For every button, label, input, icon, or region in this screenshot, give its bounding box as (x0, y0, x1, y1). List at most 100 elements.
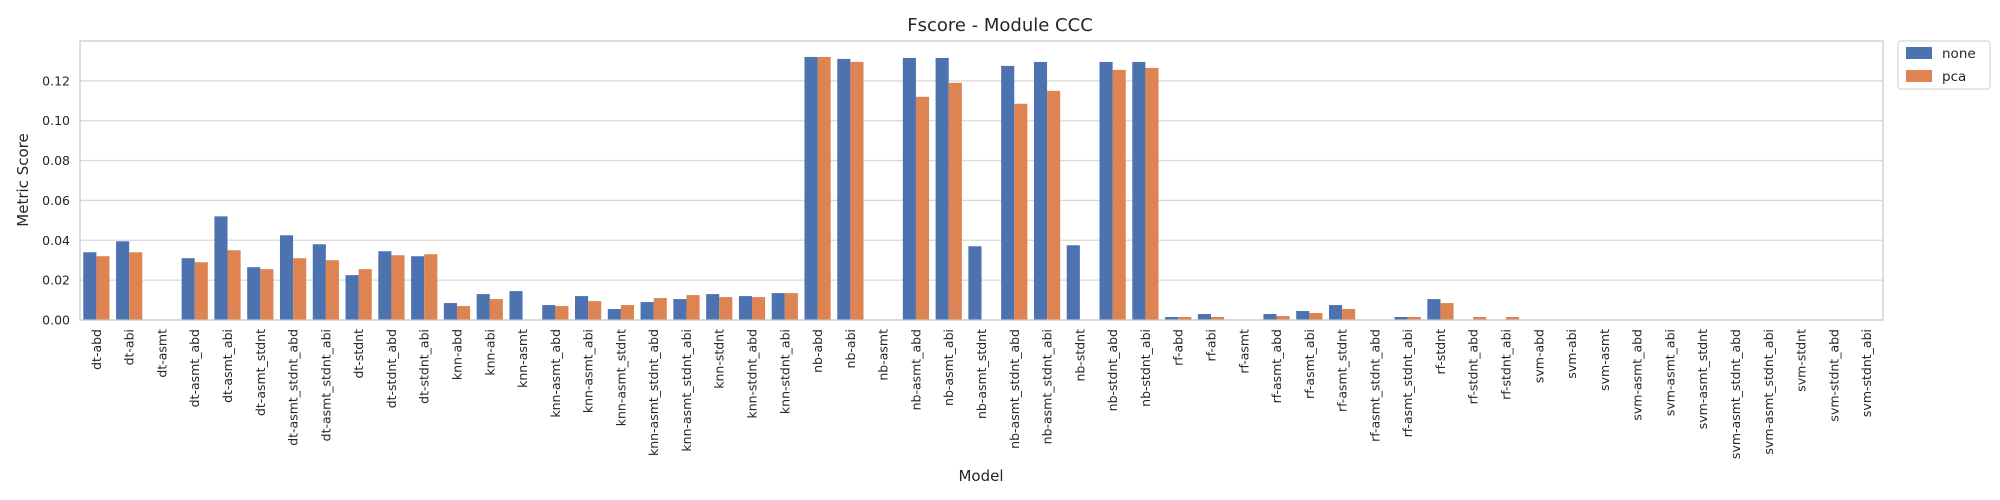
bar-none-knn-stdnt_abi (771, 293, 785, 320)
x-tick-label: rf-asmt_stdnt_abd (1367, 329, 1382, 442)
bar-pca-dt-asmt_abi (227, 250, 241, 320)
legend-swatch-none (1906, 47, 1932, 59)
x-tick-label: nb-abd (810, 329, 825, 373)
x-tick-label: svm-abi (1564, 329, 1579, 379)
x-tick-label: nb-asmt (876, 329, 891, 381)
x-tick-label: svm-asmt_stdnt_abd (1728, 329, 1743, 459)
x-tick-label: nb-stdnt_abd (1105, 329, 1120, 411)
bar-none-rf-asmt_stdnt_abi (1394, 317, 1408, 320)
bar-none-nb-stdnt (1066, 245, 1080, 320)
x-tick-label: dt-abi (122, 329, 137, 365)
bar-pca-nb-asmt_abd (915, 96, 930, 320)
x-tick-label: svm-asmt_abi (1662, 329, 1677, 416)
bar-none-rf-asmt_abd (1263, 314, 1277, 320)
x-tick-label: svm-asmt_stdnt (1695, 329, 1710, 429)
bar-pca-nb-asmt_stdnt_abd (1014, 103, 1028, 321)
bar-pca-dt-asmt_stdnt (260, 269, 274, 320)
bar-none-rf-stdnt (1427, 299, 1441, 320)
bar-none-dt-abi (116, 241, 130, 320)
y-tick-label: 0.00 (42, 313, 70, 328)
bar-pca-rf-asmt_stdnt (1342, 309, 1356, 320)
bar-none-knn-abi (476, 294, 490, 320)
x-tick-label: rf-abd (1171, 329, 1186, 366)
x-tick-label: svm-asmt_stdnt_abi (1761, 329, 1776, 455)
legend-label-pca: pca (1942, 69, 1966, 85)
x-tick-label: nb-asmt_stdnt_abd (1007, 329, 1022, 449)
x-tick-label: rf-stdnt_abd (1466, 329, 1481, 404)
bar-none-knn-asmt_stdnt_abi (673, 299, 687, 320)
x-tick-label: svm-stdnt_abi (1859, 329, 1874, 417)
x-tick-label: knn-abd (449, 329, 464, 380)
bar-pca-knn-abd (456, 306, 471, 320)
bar-none-dt-stdnt_abd (378, 251, 392, 320)
bar-none-knn-asmt_abi (575, 296, 589, 320)
x-axis-label: Model (958, 467, 1003, 485)
x-tick-label: dt-stdnt (351, 329, 366, 379)
x-tick-label: rf-asmt_abd (1269, 329, 1284, 403)
bar-none-nb-asmt_abd (902, 57, 916, 321)
x-tick-label: dt-stdnt_abd (384, 329, 399, 408)
bar-pca-nb-stdnt_abi (1145, 67, 1159, 321)
bar-pca-rf-asmt_abi (1309, 313, 1323, 320)
bar-pca-knn-stdnt (719, 297, 733, 320)
bar-pca-nb-asmt_stdnt_abi (1047, 90, 1061, 320)
x-tick-label: nb-asmt_abi (941, 329, 956, 406)
bar-pca-rf-stdnt (1440, 303, 1454, 320)
x-tick-label: knn-abi (482, 329, 497, 376)
bar-none-dt-asmt_stdnt_abi (312, 244, 326, 320)
x-tick-label: nb-stdnt (1072, 329, 1087, 382)
bar-pca-knn-stdnt_abi (784, 293, 798, 320)
bar-pca-nb-abi (850, 61, 864, 321)
bar-pca-rf-asmt_stdnt_abi (1407, 317, 1421, 320)
bar-pca-dt-asmt_abd (194, 262, 208, 320)
x-tick-label: svm-asmt (1597, 329, 1612, 391)
y-tick-label: 0.08 (42, 153, 70, 168)
bar-pca-nb-abd (817, 56, 831, 320)
bar-pca-dt-asmt_stdnt_abd (293, 258, 307, 320)
bar-pca-dt-stdnt_abd (391, 255, 405, 320)
bar-pca-dt-asmt_stdnt_abi (325, 260, 339, 320)
bar-pca-rf-stdnt_abi (1506, 317, 1520, 320)
x-tick-label: nb-abi (843, 329, 858, 368)
bar-pca-rf-abd (1178, 317, 1192, 320)
y-tick-label: 0.04 (42, 233, 70, 248)
x-tick-label: svm-abd (1531, 329, 1546, 383)
bar-none-knn-asmt_stdnt_abd (640, 302, 654, 320)
x-tick-label: knn-stdnt_abd (745, 329, 760, 419)
bar-pca-dt-stdnt_abi (424, 254, 438, 320)
y-tick-label: 0.10 (42, 113, 70, 128)
bar-pca-knn-abi (489, 299, 503, 320)
bar-none-rf-asmt_stdnt (1328, 305, 1343, 320)
y-axis-label: Metric Score (14, 133, 32, 226)
bar-none-nb-asmt_stdnt (968, 246, 982, 320)
legend-swatch-pca (1906, 70, 1932, 82)
bar-pca-knn-asmt_abi (588, 301, 602, 320)
bar-none-nb-asmt_abi (935, 57, 949, 321)
x-tick-label: knn-asmt_abd (548, 329, 563, 418)
chart-title: Fscore - Module CCC (907, 15, 1093, 36)
y-tick-label: 0.06 (42, 193, 70, 208)
x-tick-label: dt-asmt (154, 329, 169, 378)
y-tick-label: 0.12 (42, 73, 70, 88)
bar-pca-dt-abi (129, 252, 143, 320)
bar-pca-rf-abi (1210, 317, 1225, 320)
y-tick-label: 0.02 (42, 273, 70, 288)
bar-none-knn-stdnt_abd (738, 296, 753, 320)
x-tick-label: knn-asmt_stdnt (613, 329, 628, 426)
x-tick-label: dt-asmt_stdnt (253, 329, 268, 416)
x-tick-label: knn-stdnt (712, 329, 727, 389)
bar-none-dt-asmt_stdnt (247, 267, 261, 320)
x-tick-label: knn-stdnt_abi (777, 329, 792, 414)
bar-none-nb-asmt_stdnt_abi (1033, 61, 1048, 321)
bars (83, 56, 1520, 321)
bar-pca-knn-asmt_stdnt_abd (653, 298, 667, 320)
x-tick-label: nb-asmt_stdnt (974, 329, 989, 419)
bar-none-dt-abd (83, 252, 97, 320)
bar-pca-dt-abd (96, 256, 110, 320)
bar-pca-nb-stdnt_abd (1112, 69, 1126, 321)
bar-none-knn-asmt (509, 291, 523, 320)
bar-pca-knn-asmt_stdnt (620, 305, 635, 320)
bar-none-nb-abi (837, 58, 851, 320)
x-tick-label: dt-asmt_stdnt_abd (286, 329, 301, 446)
